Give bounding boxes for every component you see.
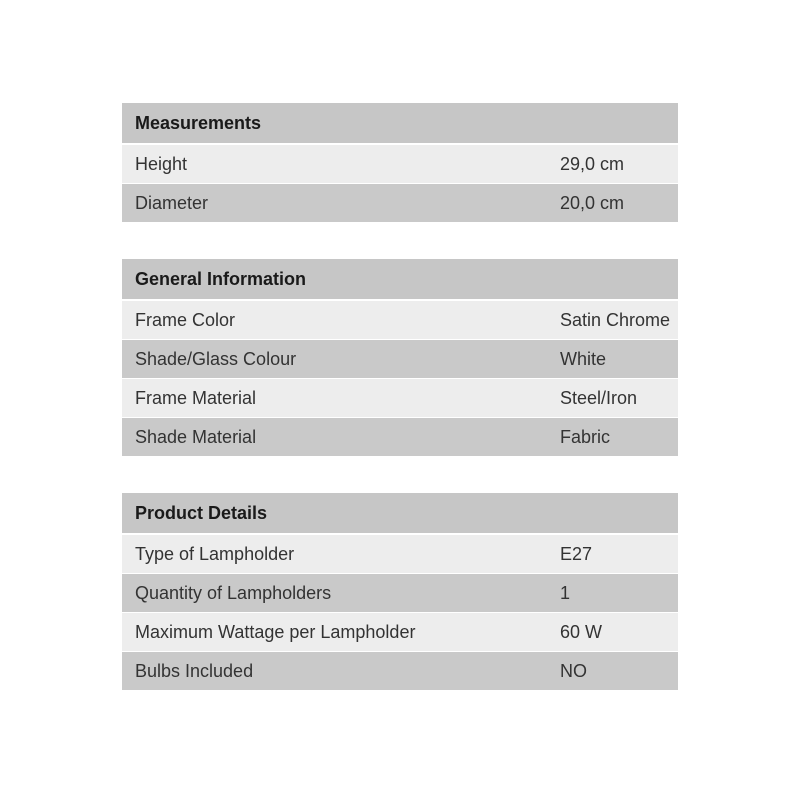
spec-value: 20,0 cm: [560, 193, 625, 213]
spec-label: Frame Color: [135, 310, 236, 330]
spec-row: Quantity of Lampholders 1: [122, 574, 678, 612]
spec-value: White: [560, 349, 607, 369]
spec-value: E27: [560, 544, 593, 564]
spec-row: Diameter 20,0 cm: [122, 184, 678, 222]
spec-label: Diameter: [135, 193, 209, 213]
spec-label: Maximum Wattage per Lampholder: [135, 622, 416, 642]
spec-value: 60 W: [560, 622, 603, 642]
spec-label: Bulbs Included: [135, 661, 254, 681]
spec-row: Frame Material Steel/Iron: [122, 379, 678, 417]
section-title: Product Details: [122, 493, 678, 533]
spec-label: Shade/Glass Colour: [135, 349, 297, 369]
spec-value: Fabric: [560, 427, 611, 447]
spec-label: Quantity of Lampholders: [135, 583, 332, 603]
section-product-details: Product Details Type of Lampholder E27 Q…: [122, 493, 678, 690]
spec-row: Height 29,0 cm: [122, 145, 678, 183]
section-title: General Information: [122, 259, 678, 299]
spec-row: Shade Material Fabric: [122, 418, 678, 456]
spec-row: Type of Lampholder E27: [122, 535, 678, 573]
section-general-information: General Information Frame Color Satin Ch…: [122, 259, 678, 456]
spec-value: NO: [560, 661, 587, 681]
spec-row: Shade/Glass Colour White: [122, 340, 678, 378]
spec-row: Maximum Wattage per Lampholder 60 W: [122, 613, 678, 651]
section-measurements: Measurements Height 29,0 cm Diameter 20,…: [122, 103, 678, 222]
spec-label: Frame Material: [135, 388, 257, 408]
spec-value: 29,0 cm: [560, 154, 625, 174]
spec-value: Steel/Iron: [560, 388, 638, 408]
spec-row: Bulbs Included NO: [122, 652, 678, 690]
spec-value: 1: [560, 583, 571, 603]
product-spec-table: Measurements Height 29,0 cm Diameter 20,…: [122, 103, 678, 727]
spec-label: Height: [135, 154, 188, 174]
spec-row: Frame Color Satin Chrome: [122, 301, 678, 339]
spec-label: Shade Material: [135, 427, 257, 447]
spec-value: Satin Chrome: [560, 310, 671, 330]
section-title: Measurements: [122, 103, 678, 143]
spec-label: Type of Lampholder: [135, 544, 295, 564]
